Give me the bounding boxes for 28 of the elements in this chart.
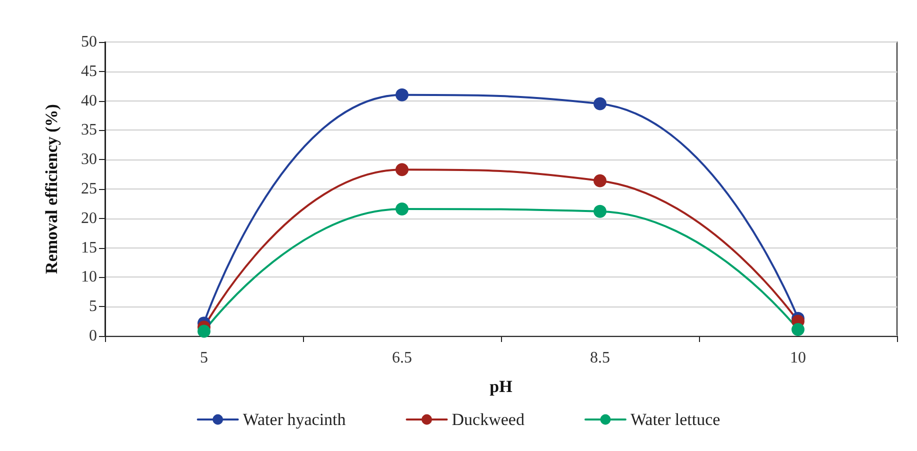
y-tick-label: 50 [81, 34, 97, 50]
point [594, 97, 606, 110]
x-tick-label: 6.5 [392, 350, 412, 366]
x-tick-label: 8.5 [590, 350, 610, 366]
legend-label: Water lettuce [630, 410, 720, 429]
x-axis-title: pH [490, 377, 512, 396]
y-axis-title: Removal efficiency (%) [42, 104, 61, 274]
point [396, 88, 408, 102]
point [198, 324, 210, 338]
point [594, 174, 606, 188]
point [396, 202, 408, 216]
legend-label: Water hyacinth [242, 410, 346, 429]
point [594, 204, 606, 218]
x-tick-label: 10 [790, 350, 806, 366]
y-tick-label: 5 [89, 298, 97, 316]
x-tick-label: 5 [200, 350, 208, 366]
y-tick-label: 20 [81, 210, 97, 227]
y-tick-label: 40 [81, 92, 97, 110]
y-tick-label: 10 [81, 268, 97, 286]
y-tick-label: 0 [89, 328, 97, 344]
point [396, 163, 408, 176]
y-tick-label: 25 [81, 180, 97, 198]
point [792, 323, 804, 336]
y-tick-label: 30 [81, 151, 97, 168]
y-tick-label: 45 [81, 62, 97, 80]
y-tick-label: 15 [81, 239, 97, 256]
legend-label: Duckweed [452, 410, 525, 429]
y-tick-label: 35 [81, 122, 97, 139]
